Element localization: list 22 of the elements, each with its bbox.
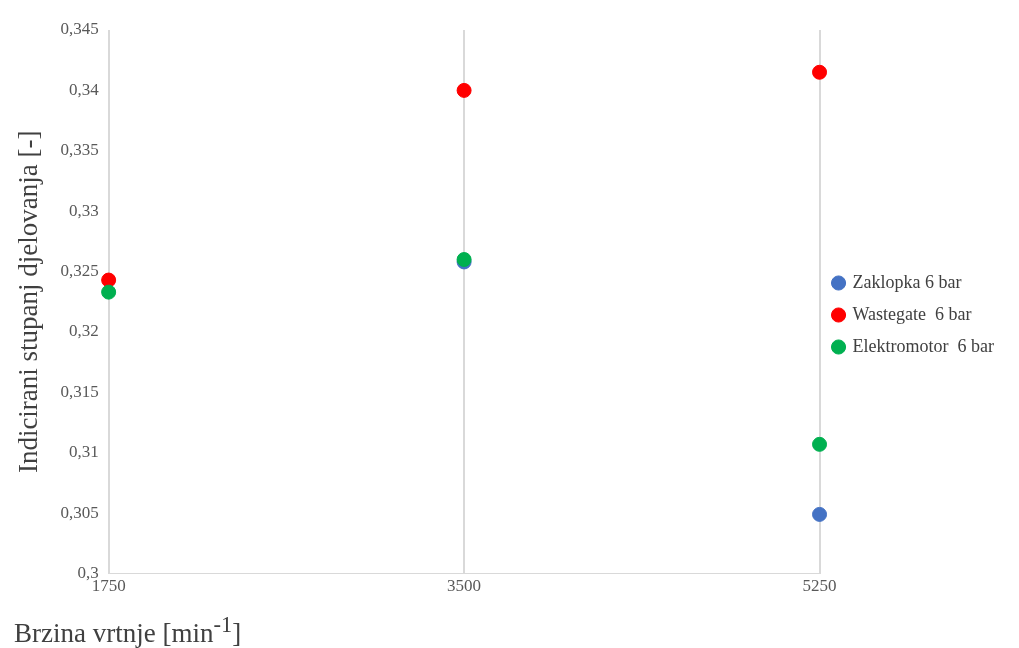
y-tick-label: 0,32 (68, 321, 99, 341)
legend-label: Elektromotor 6 bar (852, 335, 995, 356)
point (812, 436, 828, 452)
y-tick-label: 0,335 (60, 140, 99, 160)
legend-label: Zaklopka 6 bar (852, 271, 962, 292)
x-axis-title: Brzina vrtnje [min$^{-1}$] (14, 612, 242, 648)
y-tick-label: 0,345 (60, 19, 99, 39)
y-tick-label: 0,33 (68, 200, 99, 220)
y-tick-label: 0,305 (60, 502, 99, 522)
y-axis-title: Indicirani stupanj djelovanja [-] (13, 130, 44, 474)
point (812, 506, 828, 522)
point (456, 82, 472, 98)
x-tick-label: 3500 (447, 576, 482, 596)
y-tick-label: 0,31 (68, 442, 99, 462)
point (101, 272, 117, 288)
y-tick-label: 0,325 (60, 261, 99, 281)
legend-label: Wastegate 6 bar (852, 303, 972, 324)
y-tick-label: 0,34 (68, 79, 100, 99)
point (812, 64, 828, 80)
point (101, 284, 117, 300)
x-tick-label: 5250 (802, 576, 837, 596)
y-tick-label: 0,315 (60, 381, 99, 401)
